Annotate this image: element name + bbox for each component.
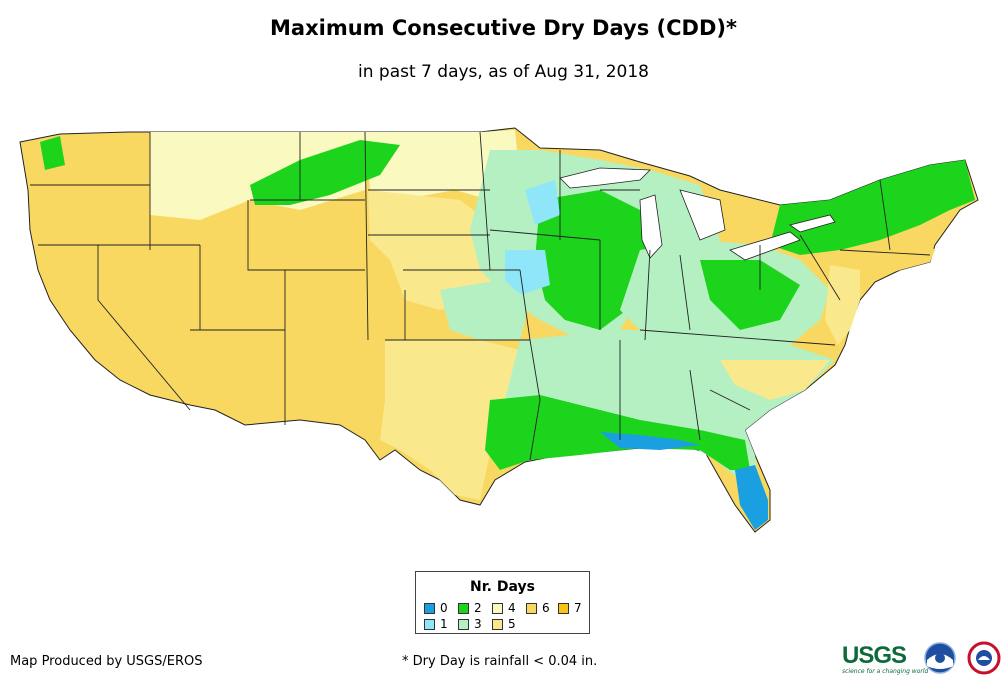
legend-item-7: 7 (558, 602, 582, 614)
region-florida-dry0 (735, 465, 768, 530)
dry-day-note: * Dry Day is rainfall < 0.04 in. (402, 654, 598, 669)
region-carolinas-dry5 (720, 360, 830, 400)
state-borders (30, 131, 931, 461)
legend-item-4: 4 (492, 602, 516, 614)
legend-item-6: 6 (526, 602, 550, 614)
legend-label-5: 5 (508, 617, 516, 631)
region-mid-atlantic-dry5 (825, 265, 860, 345)
legend-swatch-3 (458, 618, 469, 630)
region-gulf-dry2 (485, 395, 750, 470)
legend-label-0: 0 (440, 601, 448, 615)
legend-label-2: 2 (474, 601, 482, 615)
region-wisconsin-dry1 (525, 180, 560, 225)
region-appalachia-dry2 (700, 260, 800, 330)
map-subtitle: in past 7 days, as of Aug 31, 2018 (358, 62, 649, 82)
legend-swatch-2 (458, 602, 469, 614)
legend-swatch-6 (526, 602, 537, 614)
region-montana-dry2 (250, 140, 400, 205)
legend-label-7: 7 (574, 601, 582, 615)
lake-michigan (639, 194, 663, 259)
legend-item-5: 5 (492, 618, 516, 630)
region-midwest-dry2 (535, 190, 650, 330)
lake-huron (679, 189, 726, 241)
region-washington-coast-dry2 (40, 136, 65, 170)
legend-swatch-1 (424, 618, 435, 630)
legend-label-1: 1 (440, 617, 448, 631)
region-texas-dry5 (380, 340, 525, 500)
usgs-logo: USGS (842, 642, 907, 669)
legend-item-1: 1 (424, 618, 448, 630)
us-cdd-map (19, 127, 979, 533)
map-legend: Nr. Days 0 1 2 3 4 5 6 7 (415, 571, 590, 634)
legend-swatch-5 (492, 618, 503, 630)
region-gulf-dry0 (600, 432, 700, 450)
legend-label-3: 3 (474, 617, 482, 631)
lake-ontario (789, 214, 836, 233)
legend-item-3: 3 (458, 618, 482, 630)
legend-label-6: 6 (542, 601, 550, 615)
legend-swatch-4 (492, 602, 503, 614)
nws-logo-icon (967, 641, 1001, 675)
agency-logos (924, 641, 1001, 675)
legend-item-0: 0 (424, 602, 448, 614)
noaa-logo-icon (924, 642, 956, 674)
region-northeast-dry2 (770, 160, 975, 255)
region-kansas-dry3 (440, 280, 530, 340)
lake-superior (559, 167, 651, 189)
producer-credit: Map Produced by USGS/EROS (10, 654, 203, 669)
region-new-england-dry6 (855, 235, 935, 280)
legend-title: Nr. Days (470, 579, 535, 595)
usgs-tagline: science for a changing world (842, 668, 929, 675)
legend-item-2: 2 (458, 602, 482, 614)
lake-erie (729, 231, 801, 261)
map-title: Maximum Consecutive Dry Days (CDD)* (270, 16, 737, 40)
legend-label-4: 4 (508, 601, 516, 615)
legend-swatch-0 (424, 602, 435, 614)
region-iowa-dry1 (505, 250, 550, 295)
legend-swatch-7 (558, 602, 569, 614)
